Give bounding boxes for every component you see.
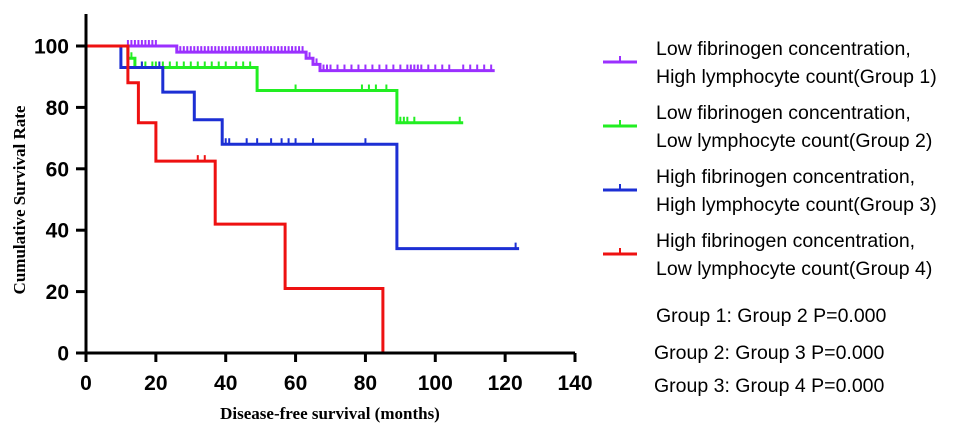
legend-label-line1: Low fibrinogen concentration,: [656, 38, 911, 60]
legend-label-line2: Low lymphocyte count(Group 2): [656, 130, 932, 152]
y-tick-label: 20: [46, 281, 69, 304]
legend-item-group-2: Low fibrinogen concentration, Low lymphoc…: [603, 102, 932, 152]
x-tick-label: 140: [557, 372, 592, 395]
legend-label-line1: Low fibrinogen concentration,: [656, 102, 911, 124]
x-tick-label: 20: [144, 372, 167, 395]
y-tick-label: 80: [46, 97, 69, 120]
y-axis-title: Cumulative Survival Rate: [10, 105, 29, 294]
y-tick-label: 40: [46, 220, 69, 243]
p-value-text: Group 1: Group 2 P=0.000: [656, 305, 887, 327]
legend-item-group-4: High fibrinogen concentration, Low lympho…: [603, 230, 932, 280]
plot-curves: [86, 40, 520, 353]
legend-label-line1: High fibrinogen concentration,: [656, 166, 915, 188]
legend-item-group-3: High fibrinogen concentration, High lymph…: [603, 166, 937, 216]
y-tick-label: 0: [57, 343, 69, 366]
x-tick-label: 40: [214, 372, 237, 395]
axes: [84, 14, 575, 355]
x-tick-label: 80: [354, 372, 377, 395]
y-tick-label: 100: [34, 36, 69, 59]
survival-curve-group-3: [86, 44, 520, 251]
y-tick-label: 60: [46, 158, 69, 181]
survival-curve-group-1: [86, 44, 495, 73]
survival-curve-group-4: [86, 44, 385, 353]
p-value-text: Group 2: Group 3 P=0.000: [654, 342, 885, 364]
legend-label-line1: High fibrinogen concentration,: [656, 230, 915, 252]
x-tick-label: 0: [80, 372, 92, 395]
axis-ticks: 0 20 40 60 80 100 120 140 0 20 40 60 80 100: [34, 36, 593, 396]
x-tick-label: 120: [488, 372, 523, 395]
x-tick-label: 60: [284, 372, 307, 395]
legend: Low fibrinogen concentration, High lympho…: [603, 38, 937, 280]
p-value-text: Group 3: Group 4 P=0.000: [654, 375, 885, 397]
survival-curve-group-2: [86, 44, 464, 125]
legend-label-line2: Low lymphocyte count(Group 4): [656, 258, 932, 280]
p-value-annotations: Group 1: Group 2 P=0.000 Group 2: Group 3…: [654, 305, 887, 397]
x-axis-title: Disease-free survival (months): [220, 404, 440, 423]
legend-label-line2: High lymphocyte count(Group 1): [656, 66, 937, 88]
x-tick-label: 100: [418, 372, 453, 395]
legend-item-group-1: Low fibrinogen concentration, High lympho…: [603, 38, 937, 88]
legend-label-line2: High lymphocyte count(Group 3): [656, 194, 937, 216]
